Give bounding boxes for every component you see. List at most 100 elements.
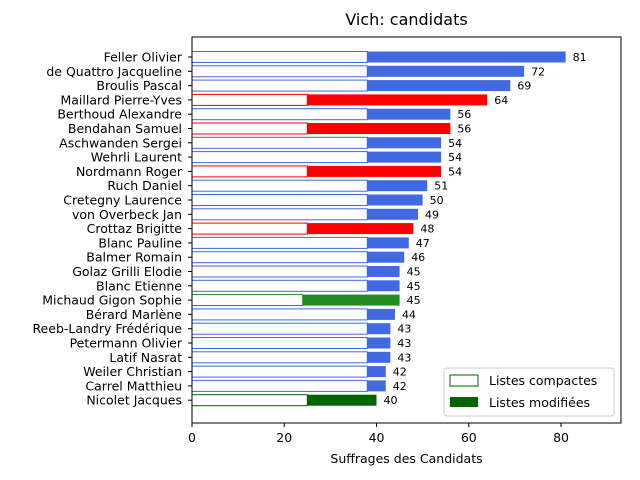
value-label: 56: [457, 123, 471, 136]
value-label: 42: [393, 380, 407, 393]
bar-6-modifiees: [367, 137, 442, 149]
bar-18-modifiees: [367, 308, 395, 320]
candidate-label: Latif Nasrat: [109, 350, 182, 365]
bar-22-compactes: [191, 365, 368, 378]
value-label: 81: [573, 51, 587, 64]
candidate-label: Reeb-Landry Frédérique: [32, 321, 182, 336]
candidate-label: Broulis Pascal: [96, 78, 182, 93]
value-label: 43: [397, 323, 411, 336]
candidate-label: Blanc Pauline: [98, 235, 182, 250]
bar-16-compactes: [191, 279, 368, 292]
bar-15-modifiees: [367, 266, 400, 277]
bar-13-modifiees: [367, 237, 409, 249]
value-label: 51: [434, 180, 448, 193]
value-label: 64: [494, 94, 508, 107]
candidate-label: Crottaz Brigitte: [87, 221, 183, 236]
legend-swatch-compactes: [449, 374, 479, 387]
x-tick-label: 60: [461, 430, 477, 445]
bar-14-compactes: [191, 251, 368, 264]
value-label: 72: [531, 65, 545, 78]
bar-1-compactes: [191, 65, 368, 78]
bar-15-compactes: [191, 265, 368, 278]
bar-1-modifiees: [367, 65, 525, 77]
value-label: 45: [407, 294, 421, 307]
value-label: 42: [393, 366, 407, 379]
bar-21-modifiees: [367, 351, 391, 363]
bar-23-compactes: [191, 379, 368, 392]
bar-14-modifiees: [367, 251, 405, 263]
candidate-label: Berthoud Alexandre: [57, 107, 182, 122]
value-label: 45: [407, 280, 421, 293]
bar-11-modifiees: [367, 208, 419, 220]
candidate-label: von Overbeck Jan: [72, 207, 182, 222]
bars-layer: [191, 51, 566, 407]
bar-12-compactes: [191, 222, 308, 235]
bar-6-compactes: [191, 136, 368, 149]
bar-24-modifiees: [307, 394, 377, 406]
bar-7-modifiees: [367, 151, 442, 163]
bar-7-compactes: [191, 151, 368, 164]
bar-22-modifiees: [367, 366, 386, 378]
bar-4-modifiees: [367, 108, 451, 120]
value-label: 43: [397, 351, 411, 364]
candidate-label: Maillard Pierre-Yves: [60, 92, 182, 107]
bar-4-compactes: [191, 108, 368, 121]
bar-8-compactes: [191, 165, 308, 178]
value-label: 48: [420, 223, 434, 236]
bar-24-compactes: [191, 394, 308, 407]
bar-2-modifiees: [367, 80, 511, 92]
candidate-label: Bendahan Samuel: [68, 121, 182, 136]
bar-16-modifiees: [367, 280, 400, 292]
value-label: 43: [397, 337, 411, 350]
bar-20-modifiees: [367, 337, 391, 349]
value-label: 44: [402, 308, 416, 321]
value-label: 50: [430, 194, 444, 207]
value-labels: 8172696456565454545150494847464545454443…: [384, 51, 587, 407]
bar-11-compactes: [191, 208, 368, 221]
candidate-label: Carrel Matthieu: [85, 378, 182, 393]
candidate-label: Feller Olivier: [104, 50, 183, 65]
value-label: 54: [448, 137, 462, 150]
bar-10-compactes: [191, 194, 368, 206]
value-label: 56: [457, 108, 471, 121]
value-label: 54: [448, 165, 462, 178]
x-axis: 0 20 40 60 80: [188, 423, 569, 445]
candidate-label: Bérard Marlène: [86, 307, 183, 322]
legend-swatch-modifiees: [450, 397, 478, 407]
bar-0-compactes: [191, 51, 368, 63]
value-label: 46: [411, 251, 425, 264]
bar-17-compactes: [191, 294, 304, 307]
candidate-label: Ruch Daniel: [107, 178, 182, 193]
legend-label-compactes: Listes compactes: [489, 373, 597, 388]
bar-18-compactes: [191, 308, 368, 321]
x-tick-label: 40: [369, 430, 385, 445]
chart-title: Vich: candidats: [345, 10, 467, 29]
candidate-label: Cretegny Laurence: [63, 193, 182, 208]
bar-21-compactes: [191, 351, 368, 364]
candidate-label: de Quattro Jacqueline: [46, 64, 182, 79]
bar-13-compactes: [191, 236, 368, 249]
candidate-label: Balmer Romain: [86, 250, 182, 265]
x-tick-label: 80: [553, 430, 569, 445]
bar-19-compactes: [191, 322, 368, 335]
bar-0-modifiees: [367, 51, 566, 63]
bar-8-modifiees: [307, 165, 442, 177]
candidate-label: Nicolet Jacques: [86, 393, 182, 408]
x-axis-label: Suffrages des Candidats: [330, 451, 482, 466]
bar-19-modifiees: [367, 323, 391, 335]
candidate-label: Nordmann Roger: [76, 164, 183, 179]
legend-frame: [443, 367, 615, 417]
candidate-label: Petermann Olivier: [70, 336, 183, 351]
value-label: 47: [416, 237, 430, 250]
legend-label-modifiees: Listes modifiées: [489, 395, 590, 410]
bar-17-modifiees: [302, 294, 400, 306]
bar-20-compactes: [191, 337, 368, 349]
plot-area-frame: [191, 36, 622, 424]
bar-23-modifiees: [367, 380, 386, 392]
bar-3-compactes: [191, 93, 308, 106]
bar-12-modifiees: [307, 223, 414, 235]
bar-2-compactes: [191, 79, 368, 92]
x-tick-label: 20: [276, 430, 292, 445]
